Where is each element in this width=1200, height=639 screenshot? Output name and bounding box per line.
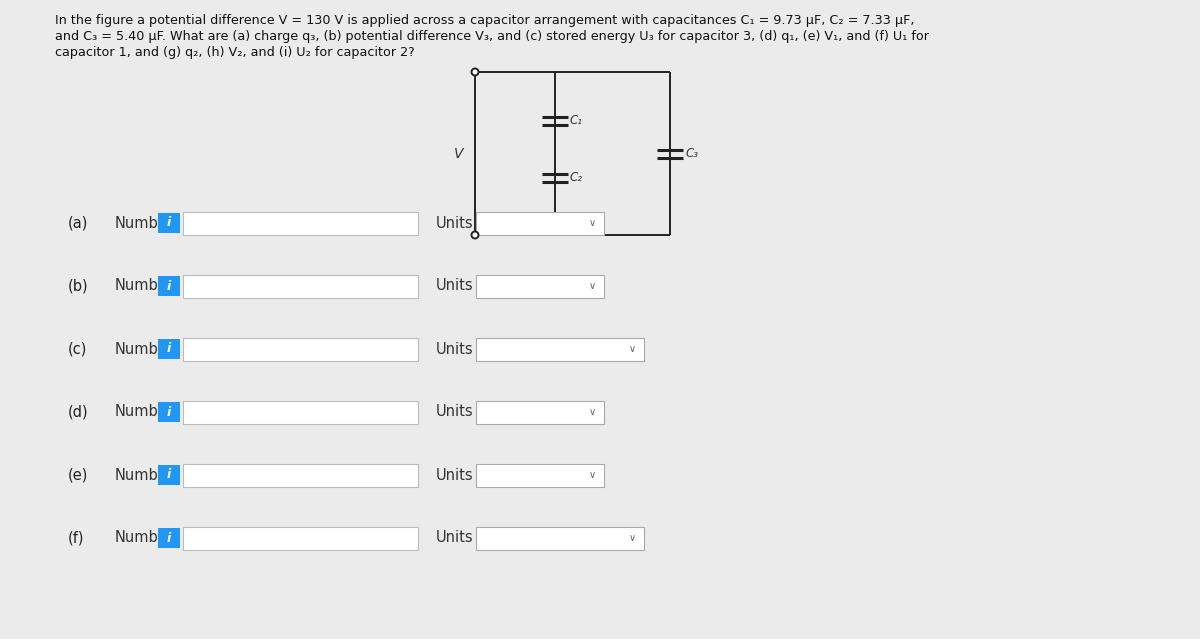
Text: ∨: ∨ (588, 470, 595, 480)
Text: V: V (454, 146, 463, 160)
Circle shape (472, 231, 479, 238)
Bar (476, 401, 604, 424)
Text: and C₃ = 5.40 μF. What are (a) charge q₃, (b) potential difference V₃, and (c) s: and C₃ = 5.40 μF. What are (a) charge q₃… (55, 30, 929, 43)
Text: i: i (167, 343, 172, 355)
Text: (e): (e) (68, 468, 89, 482)
Text: C₃: C₃ (685, 147, 698, 160)
Text: i: i (167, 406, 172, 419)
Bar (476, 337, 644, 360)
Bar (476, 212, 604, 235)
Text: Number: Number (115, 341, 174, 357)
Text: (f): (f) (68, 530, 84, 546)
Text: (c): (c) (68, 341, 88, 357)
Text: i: i (167, 468, 172, 482)
Text: i: i (167, 532, 172, 544)
Text: Number: Number (115, 468, 174, 482)
Bar (158, 465, 180, 485)
Text: ∨: ∨ (588, 281, 595, 291)
Text: (a): (a) (68, 215, 89, 231)
Text: capacitor 1, and (g) q₂, (h) V₂, and (i) U₂ for capacitor 2?: capacitor 1, and (g) q₂, (h) V₂, and (i)… (55, 46, 415, 59)
Text: C₂: C₂ (570, 171, 583, 185)
Circle shape (472, 68, 479, 75)
Text: (d): (d) (68, 404, 89, 419)
Bar (158, 276, 180, 296)
Text: Number: Number (115, 530, 174, 546)
Text: ∨: ∨ (629, 344, 636, 354)
Bar (182, 337, 418, 360)
Text: In the figure a potential difference V = 130 V is applied across a capacitor arr: In the figure a potential difference V =… (55, 14, 914, 27)
Text: Units: Units (436, 341, 474, 357)
Text: ∨: ∨ (588, 407, 595, 417)
Text: Number: Number (115, 404, 174, 419)
Text: ∨: ∨ (629, 533, 636, 543)
Text: (b): (b) (68, 279, 89, 293)
Bar (182, 463, 418, 486)
Bar (476, 275, 604, 298)
Bar (182, 401, 418, 424)
Bar (476, 463, 604, 486)
Bar (158, 402, 180, 422)
Text: ∨: ∨ (588, 218, 595, 228)
Text: Number: Number (115, 215, 174, 231)
Text: Units: Units (436, 215, 474, 231)
Text: i: i (167, 217, 172, 229)
Text: C₁: C₁ (570, 114, 583, 127)
Bar (158, 528, 180, 548)
Bar (476, 527, 644, 550)
Bar (182, 275, 418, 298)
Text: Units: Units (436, 404, 474, 419)
Bar (158, 213, 180, 233)
Bar (158, 339, 180, 359)
Text: Units: Units (436, 468, 474, 482)
Bar (182, 212, 418, 235)
Text: Number: Number (115, 279, 174, 293)
Bar (182, 527, 418, 550)
Text: Units: Units (436, 530, 474, 546)
Text: Units: Units (436, 279, 474, 293)
Text: i: i (167, 279, 172, 293)
